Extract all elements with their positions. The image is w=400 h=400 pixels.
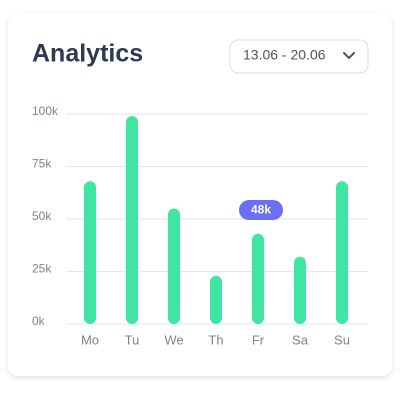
x-tick-label: We bbox=[164, 332, 183, 347]
y-tick-label: 0k bbox=[32, 314, 46, 328]
bar bbox=[294, 256, 306, 324]
tooltip-text: 48k bbox=[251, 203, 271, 217]
bar bbox=[336, 181, 348, 324]
bar bbox=[126, 116, 138, 324]
bar bbox=[168, 208, 180, 324]
y-tick-label: 25k bbox=[32, 262, 52, 276]
bar bbox=[84, 181, 96, 324]
chevron[interactable] bbox=[343, 52, 355, 59]
date-dropdown[interactable]: 13.06 - 20.06 bbox=[229, 39, 369, 74]
dropdown-text[interactable]: 13.06 - 20.06 bbox=[243, 47, 326, 63]
x-tick-label: Th bbox=[208, 332, 223, 347]
y-tick-label: 50k bbox=[32, 209, 52, 223]
x-tick-label: Sa bbox=[292, 332, 309, 347]
y-tick-label: 75k bbox=[32, 157, 52, 171]
x-tick-label: Tu bbox=[125, 332, 140, 347]
tooltip-badge bbox=[239, 200, 283, 220]
x-tick-label: Mo bbox=[81, 332, 99, 347]
x-tick-label: Fr bbox=[252, 332, 265, 347]
bar bbox=[210, 275, 222, 324]
y-tick-label: 100k bbox=[32, 104, 59, 118]
dropdown-box[interactable] bbox=[229, 39, 369, 74]
x-tick-label: Su bbox=[334, 332, 350, 347]
chart-title: Analytics bbox=[32, 40, 143, 68]
bar bbox=[252, 233, 264, 324]
